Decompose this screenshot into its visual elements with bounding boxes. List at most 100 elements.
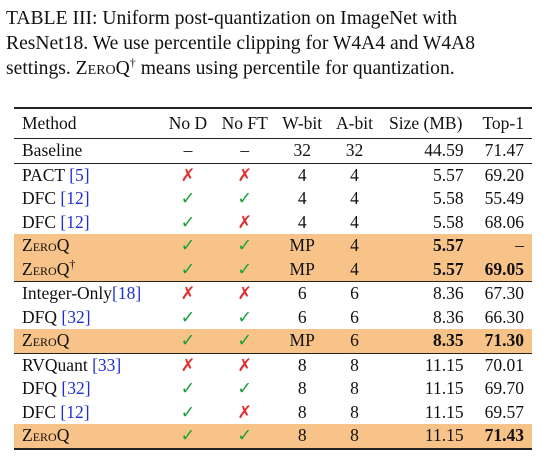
cell-size: 8.35 — [379, 329, 472, 353]
cell-a-bit: 6 — [329, 306, 380, 330]
size-value: 11.15 — [424, 401, 464, 422]
cell-no-finetune: ✓ — [214, 424, 276, 450]
cell-no-finetune: ✓ — [214, 257, 276, 282]
caption-line-1: TABLE III: Uniform post-quantization on … — [6, 6, 542, 31]
cell-no-finetune: – — [214, 138, 276, 163]
results-table: Method No D No FT W-bit A-bit Size (MB) … — [14, 107, 532, 450]
table-row: DFQ [32] ✓ ✓ 8 8 11.15 69.70 — [14, 377, 532, 401]
cell-method: DFC [12] — [14, 401, 162, 425]
top1-value: 69.05 — [484, 258, 524, 279]
table-row: Integer-Only[18] ✗ ✗ 6 6 8.36 67.30 — [14, 281, 532, 306]
check-icon: ✓ — [237, 188, 253, 209]
col-top1: Top-1 — [471, 107, 532, 139]
cell-a-bit: 4 — [329, 211, 380, 235]
cell-a-bit: 8 — [329, 424, 380, 450]
cell-w-bit: 4 — [275, 162, 330, 187]
w-bit-value: 6 — [297, 306, 307, 327]
a-bit-value: 4 — [350, 235, 359, 256]
cell-w-bit: 4 — [275, 211, 329, 235]
top1-value: 68.06 — [484, 211, 524, 232]
cell-w-bit: 6 — [275, 281, 330, 306]
cell-w-bit: MP — [275, 257, 330, 282]
method-name: DFC — [22, 211, 61, 232]
table-row: RVQuant [33] ✗ ✗ 8 8 11.15 70.01 — [14, 352, 532, 377]
cell-no-data: ✗ — [161, 352, 215, 377]
cell-top1: 66.30 — [472, 306, 532, 330]
col-method: Method — [14, 107, 162, 139]
cell-method: DFQ [32] — [14, 377, 162, 401]
citation-link: [18] — [112, 283, 142, 304]
cell-size: 11.15 — [380, 377, 472, 401]
a-bit-value: 6 — [350, 306, 359, 327]
method-name: DFQ — [22, 306, 62, 327]
top1-value: 66.30 — [484, 306, 524, 327]
w-bit-value: 8 — [297, 378, 307, 399]
cell-method: Baseline — [14, 138, 162, 163]
check-icon: ✓ — [180, 258, 196, 279]
cell-no-data: ✓ — [162, 187, 214, 211]
size-value: 11.15 — [424, 354, 464, 375]
table-row: DFC [12] ✓ ✓ 4 4 5.58 55.49 — [14, 187, 532, 211]
cell-method: ZeroQ — [14, 424, 162, 450]
cross-icon: ✗ — [180, 283, 196, 304]
check-icon: ✓ — [237, 425, 253, 446]
check-icon: ✓ — [237, 378, 253, 399]
cell-top1: 55.49 — [472, 187, 532, 211]
cell-w-bit: 8 — [275, 401, 329, 425]
table-caption: TABLE III: Uniform post-quantization on … — [6, 6, 542, 81]
table-header-row: Method No D No FT W-bit A-bit Size (MB) … — [14, 107, 532, 139]
table-row: DFC [12] ✓ ✗ 4 4 5.58 68.06 — [14, 211, 532, 235]
cell-a-bit: 32 — [329, 138, 380, 163]
cell-no-data: ✓ — [161, 257, 215, 282]
cell-top1: 70.01 — [471, 352, 532, 377]
top1-value: 71.30 — [484, 330, 524, 351]
citation-link: [32] — [61, 306, 91, 327]
method-name: ZeroQ — [22, 258, 70, 279]
size-value: 8.35 — [432, 330, 464, 351]
caption-line-2: ResNet18. We use percentile clipping for… — [6, 33, 476, 54]
cell-size: 11.15 — [380, 401, 472, 425]
cell-size: 11.15 — [379, 424, 472, 450]
method-name: DFC — [22, 401, 61, 422]
cell-no-data: ✓ — [162, 377, 214, 401]
cell-no-data: ✓ — [162, 401, 214, 425]
cell-no-data: ✓ — [161, 424, 215, 450]
w-bit-value: 4 — [297, 188, 307, 209]
method-name: PACT — [22, 164, 70, 185]
cell-a-bit: 8 — [329, 352, 380, 377]
citation-link: [12] — [60, 188, 90, 209]
table-row: PACT [5] ✗ ✗ 4 4 5.57 69.20 — [14, 162, 532, 187]
table-row-baseline: Baseline – – 32 32 44.59 71.47 — [14, 138, 532, 163]
a-bit-value: 8 — [350, 425, 359, 446]
a-bit-value: 8 — [350, 354, 359, 375]
cell-size: 8.36 — [380, 306, 472, 330]
cell-top1: 67.30 — [471, 281, 532, 306]
cross-icon: ✗ — [237, 164, 253, 185]
caption-text-3b: means using percentile for quantization. — [135, 58, 455, 79]
citation-link: [5] — [69, 164, 90, 185]
size-value: 5.57 — [432, 235, 464, 256]
size-value: 5.58 — [432, 188, 464, 209]
citation-link: [33] — [92, 354, 122, 375]
citation-link: [12] — [60, 401, 90, 422]
a-bit-value: 8 — [350, 401, 359, 422]
citation-link: [12] — [60, 211, 90, 232]
cell-method: RVQuant [33] — [14, 352, 162, 377]
top1-value: 69.20 — [484, 164, 524, 185]
cell-no-finetune: ✓ — [214, 187, 275, 211]
w-bit-value: MP — [289, 235, 315, 256]
size-value: 5.57 — [432, 258, 464, 279]
table-row: DFQ [32] ✓ ✓ 6 6 8.36 66.30 — [14, 306, 532, 330]
cell-method: DFC [12] — [14, 187, 162, 211]
cell-no-data: ✗ — [161, 162, 215, 187]
a-bit-value: 8 — [350, 378, 359, 399]
check-icon: ✓ — [237, 235, 253, 256]
w-bit-value: 4 — [297, 164, 307, 185]
cell-a-bit: 4 — [329, 234, 380, 258]
table-row: ZeroQ† ✓ ✓ MP 4 5.57 69.05 — [14, 257, 532, 282]
cell-no-finetune: ✓ — [214, 234, 276, 258]
size-value: 8.36 — [432, 283, 464, 304]
a-bit-value: 4 — [350, 188, 359, 209]
cell-w-bit: 4 — [275, 187, 329, 211]
top1-value: – — [515, 235, 524, 256]
